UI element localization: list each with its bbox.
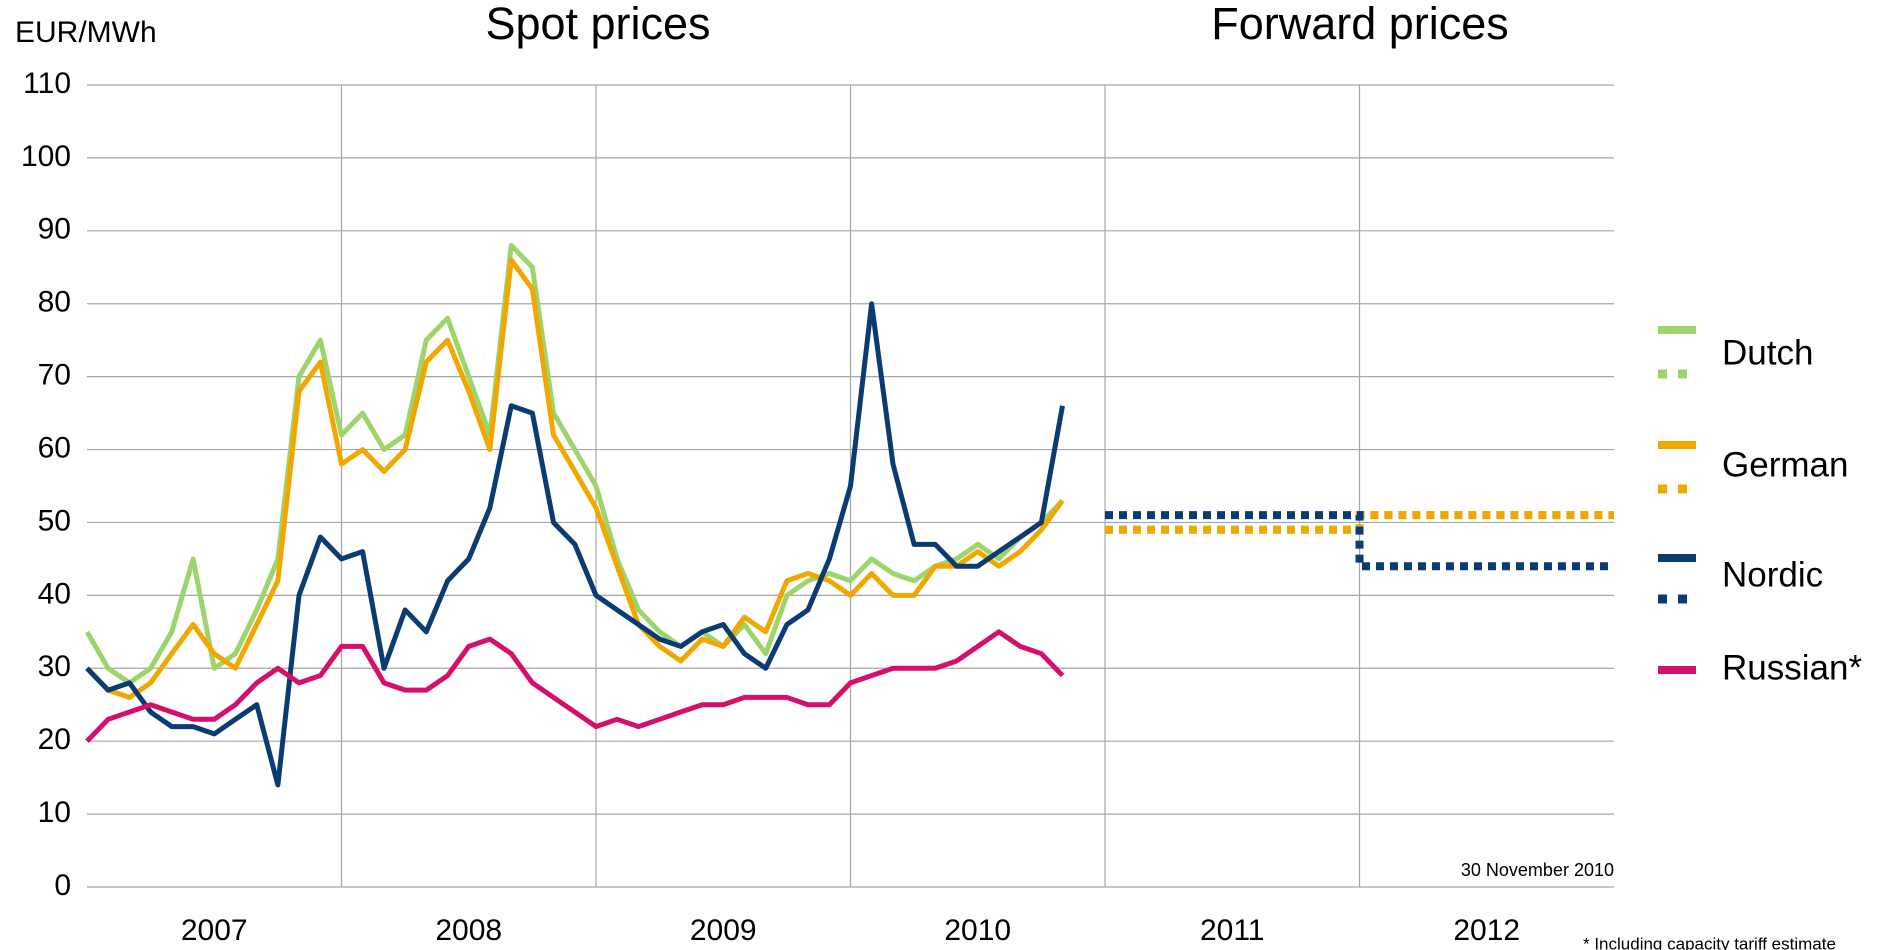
forward-line (1105, 511, 1614, 534)
forward-line (1105, 511, 1614, 571)
x-tick-label: 2011 (1200, 914, 1265, 947)
y-tick-label: 40 (38, 577, 71, 610)
x-tick-label: 2010 (944, 914, 1011, 947)
x-tick-label: 2007 (181, 914, 248, 947)
y-tick-label: 110 (23, 67, 71, 100)
spot-line (84, 242, 1065, 686)
legend-label: Russian* (1722, 648, 1862, 687)
y-tick-label: 80 (38, 286, 71, 319)
legend-item: German (1658, 441, 1848, 494)
y-tick-label: 100 (21, 140, 71, 173)
x-tick-label: 2012 (1453, 914, 1520, 947)
spot-line (85, 257, 1065, 700)
y-tick-label: 10 (38, 796, 71, 829)
y-tick-label: 70 (38, 359, 71, 392)
legend-label: Nordic (1722, 555, 1823, 594)
y-tick-label: 20 (38, 723, 71, 756)
footnote: * Including capacity tariff estimate (1583, 934, 1836, 950)
legend-label: German (1722, 445, 1848, 484)
legend-item: Dutch (1658, 326, 1813, 379)
x-tick-label: 2009 (690, 914, 757, 947)
chart-title: Spot prices (485, 0, 710, 49)
y-tick-label: 60 (38, 431, 71, 464)
chart-title: Forward prices (1211, 0, 1509, 49)
y-tick-label: 0 (54, 869, 71, 902)
spot-line (85, 629, 1065, 743)
legend-item: Nordic (1658, 554, 1823, 604)
x-tick-label: 2008 (435, 914, 502, 947)
y-axis-label: EUR/MWh (15, 16, 157, 49)
y-tick-label: 30 (38, 650, 71, 683)
legend-item: Russian* (1658, 648, 1862, 687)
y-tick-label: 50 (38, 504, 71, 537)
y-tick-label: 90 (38, 213, 71, 246)
legend-label: Dutch (1722, 333, 1813, 372)
annotation: 30 November 2010 (1461, 860, 1614, 880)
spot-line (85, 301, 1065, 788)
